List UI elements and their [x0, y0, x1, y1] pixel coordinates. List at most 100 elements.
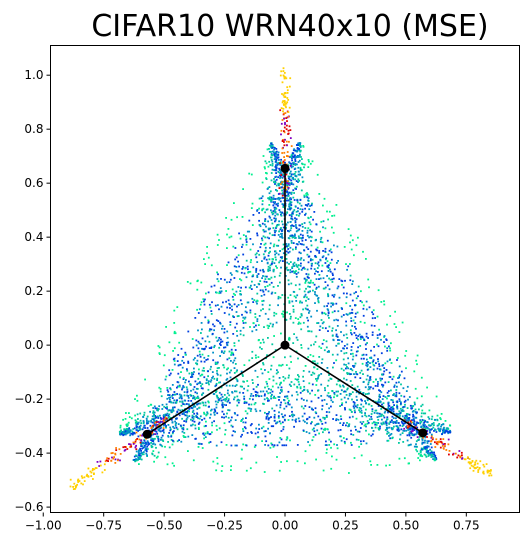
scatter-point [290, 198, 292, 201]
scatter-point [299, 387, 302, 390]
scatter-point [267, 418, 270, 421]
scatter-point [340, 331, 342, 333]
scatter-point [329, 268, 331, 271]
scatter-point [182, 427, 185, 429]
scatter-point [292, 290, 295, 293]
scatter-point [430, 451, 433, 454]
scatter-point [139, 448, 142, 451]
scatter-point [284, 101, 286, 103]
scatter-point [237, 286, 240, 288]
scatter-point [352, 342, 355, 344]
scatter-point [241, 246, 243, 248]
scatter-point [419, 449, 422, 452]
scatter-point [205, 378, 208, 381]
scatter-point [379, 401, 381, 404]
scatter-point [263, 430, 266, 433]
scatter-point [114, 453, 117, 456]
scatter-point [210, 379, 213, 381]
scatter-point [377, 412, 379, 415]
scatter-point [359, 345, 362, 347]
scatter-point [281, 81, 284, 84]
scatter-point [432, 422, 435, 424]
scatter-point [153, 454, 156, 457]
scatter-point [219, 344, 222, 346]
scatter-point [271, 164, 274, 167]
scatter-point [439, 430, 441, 433]
scatter-point [281, 161, 284, 164]
scatter-point [262, 425, 265, 428]
scatter-point [256, 274, 259, 277]
scatter-point [342, 422, 345, 424]
scatter-point [254, 313, 257, 315]
scatter-point [349, 279, 352, 282]
scatter-point [426, 436, 428, 438]
scatter-point [83, 480, 86, 482]
scatter-point [294, 217, 296, 220]
scatter-point [306, 316, 309, 319]
scatter-point [265, 281, 268, 283]
scatter-point [278, 198, 281, 201]
scatter-point [367, 381, 370, 384]
scatter-point [255, 252, 258, 255]
scatter-point [289, 439, 291, 442]
scatter-point [297, 210, 299, 213]
scatter-point [298, 241, 300, 243]
scatter-point [368, 286, 370, 289]
scatter-point [420, 447, 423, 450]
scatter-point [434, 429, 437, 431]
scatter-point [278, 377, 281, 379]
scatter-point [249, 286, 252, 289]
scatter-point [279, 422, 282, 425]
scatter-point [307, 248, 310, 250]
scatter-point [350, 433, 353, 436]
scatter-point [275, 167, 278, 170]
scatter-point [230, 351, 233, 354]
scatter-point [232, 245, 235, 248]
scatter-point [351, 358, 354, 361]
scatter-point [382, 421, 385, 424]
scatter-point [118, 448, 121, 451]
scatter-point [228, 371, 231, 374]
scatter-point [418, 438, 420, 441]
scatter-point [245, 401, 248, 404]
scatter-point [283, 75, 286, 78]
scatter-point [295, 175, 298, 178]
scatter-point [408, 413, 411, 416]
scatter-point [324, 417, 326, 419]
scatter-point [304, 282, 307, 284]
scatter-point [488, 474, 491, 477]
chart-title: CIFAR10 WRN40x10 (MSE) [91, 9, 488, 44]
scatter-point [133, 442, 136, 444]
scatter-point [258, 428, 261, 430]
scatter-point [264, 160, 267, 163]
scatter-point [407, 462, 410, 465]
scatter-point [318, 252, 321, 254]
scatter-point [278, 411, 280, 414]
scatter-point [360, 357, 363, 360]
scatter-point [282, 160, 285, 163]
scatter-point [224, 346, 227, 349]
scatter-point [163, 414, 165, 416]
scatter-point [426, 427, 429, 430]
scatter-point [291, 410, 293, 413]
scatter-point [361, 362, 364, 365]
scatter-point [172, 439, 174, 442]
scatter-point [341, 404, 343, 406]
scatter-point [353, 403, 356, 406]
scatter-point [275, 189, 277, 191]
scatter-point [296, 150, 299, 152]
x-tick-label: 0.25 [332, 519, 359, 533]
scatter-point [262, 235, 265, 238]
scatter-point [296, 444, 299, 446]
scatter-point [230, 273, 233, 276]
scatter-point [302, 163, 304, 166]
scatter-point [243, 395, 246, 398]
scatter-point [146, 454, 148, 457]
scatter-point [219, 287, 222, 289]
scatter-point [384, 429, 387, 431]
scatter-point [300, 237, 303, 240]
scatter-point [452, 452, 455, 455]
scatter-point [264, 230, 267, 233]
scatter-point [156, 425, 159, 428]
scatter-point [414, 424, 417, 427]
